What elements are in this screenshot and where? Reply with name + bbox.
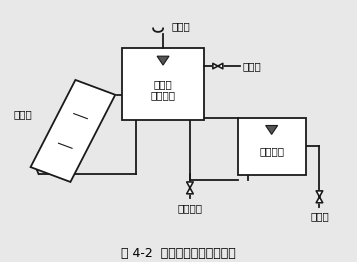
Polygon shape [316, 197, 323, 203]
Text: 供热水: 供热水 [242, 61, 261, 71]
Text: 太阳能
储热水箱: 太阳能 储热水箱 [151, 79, 176, 101]
Text: 放气阀: 放气阀 [172, 21, 190, 31]
Polygon shape [218, 63, 223, 69]
Text: 接自来水: 接自来水 [177, 203, 202, 213]
Polygon shape [266, 125, 278, 134]
Polygon shape [187, 188, 193, 194]
Polygon shape [213, 63, 218, 69]
Text: 图 4-2  自然循环定温放水系统: 图 4-2 自然循环定温放水系统 [121, 247, 236, 260]
Bar [238, 118, 306, 175]
Polygon shape [316, 191, 323, 197]
Polygon shape [187, 182, 193, 188]
Text: 供热水: 供热水 [310, 212, 329, 222]
Text: 供热水箱: 供热水箱 [259, 146, 284, 156]
Polygon shape [31, 80, 115, 182]
Polygon shape [157, 56, 169, 65]
Text: 集热器: 集热器 [13, 110, 32, 119]
Bar [122, 48, 204, 119]
